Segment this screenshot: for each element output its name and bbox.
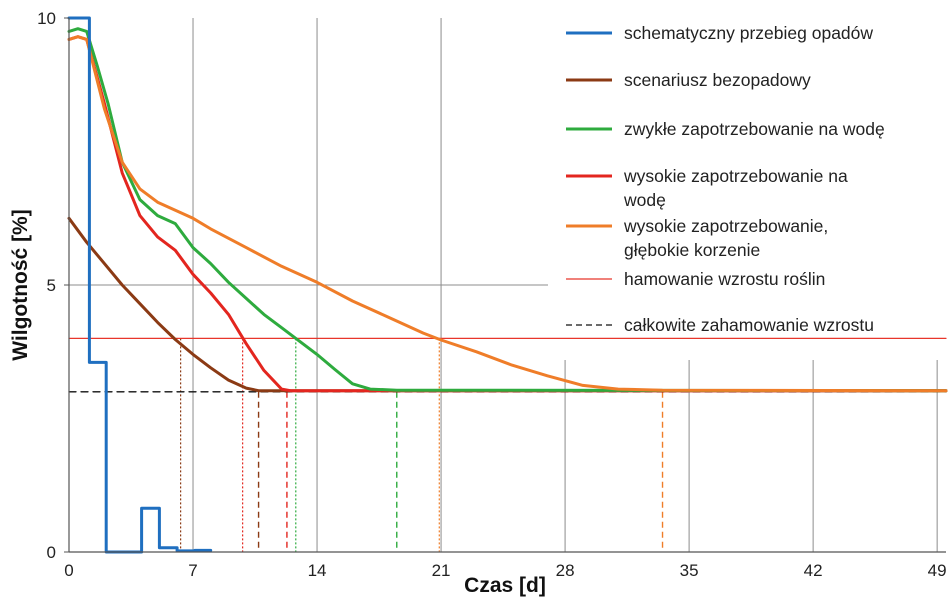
- x-tick-label-21: 21: [432, 561, 451, 580]
- tick-labels: 0 7 14 21 28 35 42 49 0 5 10: [37, 9, 947, 580]
- legend-label-2-0: zwykłe zapotrzebowanie na wodę: [624, 119, 885, 139]
- legend-label-0-0: schematyczny przebieg opadów: [624, 23, 873, 43]
- series-line-4: [67, 35, 948, 393]
- series-line-1: [67, 216, 948, 393]
- series-line-0: [67, 16, 213, 554]
- y-tick-label-10: 10: [37, 9, 56, 28]
- threshold-markers: [180, 338, 664, 552]
- x-axis-title: Czas [d]: [464, 574, 546, 597]
- legend-label-1-0: scenariusz bezopadowy: [624, 70, 811, 90]
- legend-label-5-0: hamowanie wzrostu roślin: [624, 269, 825, 289]
- legend-label-4-1: głębokie korzenie: [624, 240, 760, 260]
- x-tick-label-35: 35: [680, 561, 699, 580]
- x-tick-label-7: 7: [188, 561, 197, 580]
- series-line-3: [67, 35, 948, 393]
- x-tick-label-0: 0: [64, 561, 73, 580]
- x-tick-label-28: 28: [556, 561, 575, 580]
- series-line-2: [67, 27, 948, 393]
- y-tick-label-5: 5: [47, 276, 56, 295]
- legend-label-4-0: wysokie zapotrzebowanie,: [623, 216, 828, 236]
- x-tick-label-14: 14: [308, 561, 327, 580]
- x-tick-label-42: 42: [804, 561, 823, 580]
- chart-legend: schematyczny przebieg opadów scenariusz b…: [566, 23, 885, 335]
- legend-label-3-0: wysokie zapotrzebowanie na: [623, 166, 848, 186]
- chart-axes: [64, 17, 946, 553]
- y-axis-title: Wilgotność [%]: [9, 209, 32, 360]
- legend-label-3-1: wodę: [623, 190, 666, 210]
- x-tick-label-49: 49: [928, 561, 947, 580]
- chart-series: [67, 16, 948, 554]
- y-tick-label-0: 0: [47, 543, 56, 562]
- legend-label-6-0: całkowite zahamowanie wzrostu: [624, 315, 874, 335]
